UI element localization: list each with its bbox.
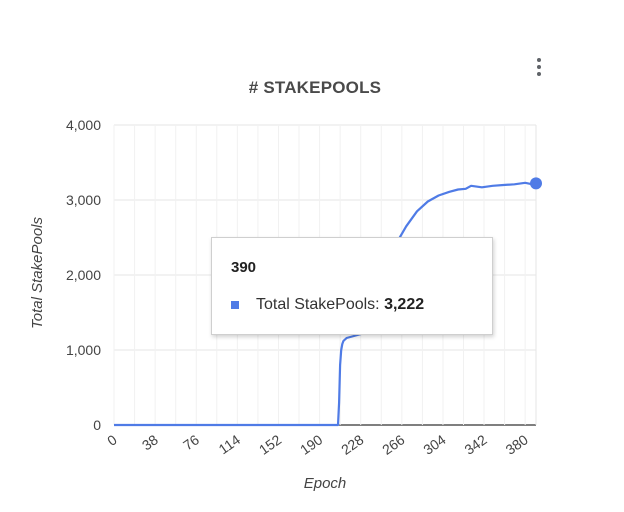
y-tick-label: 2,000 — [66, 267, 101, 283]
y-tick-label: 4,000 — [66, 117, 101, 133]
tooltip-series-swatch — [231, 301, 239, 309]
y-axis-label: Total StakePools — [29, 216, 46, 329]
x-tick-label: 380 — [503, 431, 531, 458]
y-tick-label: 1,000 — [66, 342, 101, 358]
x-tick-label: 228 — [338, 431, 366, 458]
x-tick-label: 304 — [420, 431, 448, 458]
tooltip-value: 3,222 — [384, 296, 425, 313]
tooltip-title: 390 — [231, 259, 257, 276]
x-tick-label: 76 — [180, 431, 202, 453]
y-tick-label: 3,000 — [66, 192, 101, 208]
x-axis-label: Epoch — [304, 475, 347, 492]
x-tick-label: 342 — [461, 431, 489, 458]
x-tick-label: 266 — [379, 431, 407, 458]
tooltip: 390 Total StakePools: 3,222 — [211, 237, 493, 335]
x-tick-label: 190 — [297, 431, 325, 458]
chart-title: # STAKEPOOLS — [248, 78, 382, 97]
x-tick-label: 152 — [256, 431, 284, 458]
y-tick-label: 0 — [93, 417, 101, 433]
series-line — [114, 181, 537, 427]
x-tick-label: 114 — [216, 431, 244, 457]
x-tick-label: 38 — [139, 431, 161, 453]
tooltip-line: Total StakePools: 3,222 — [256, 296, 424, 314]
x-tick-label: 0 — [104, 431, 120, 449]
highlight-point — [530, 177, 542, 190]
more-vert-icon[interactable] — [530, 55, 548, 79]
tooltip-series-label: Total StakePools: — [256, 296, 385, 313]
